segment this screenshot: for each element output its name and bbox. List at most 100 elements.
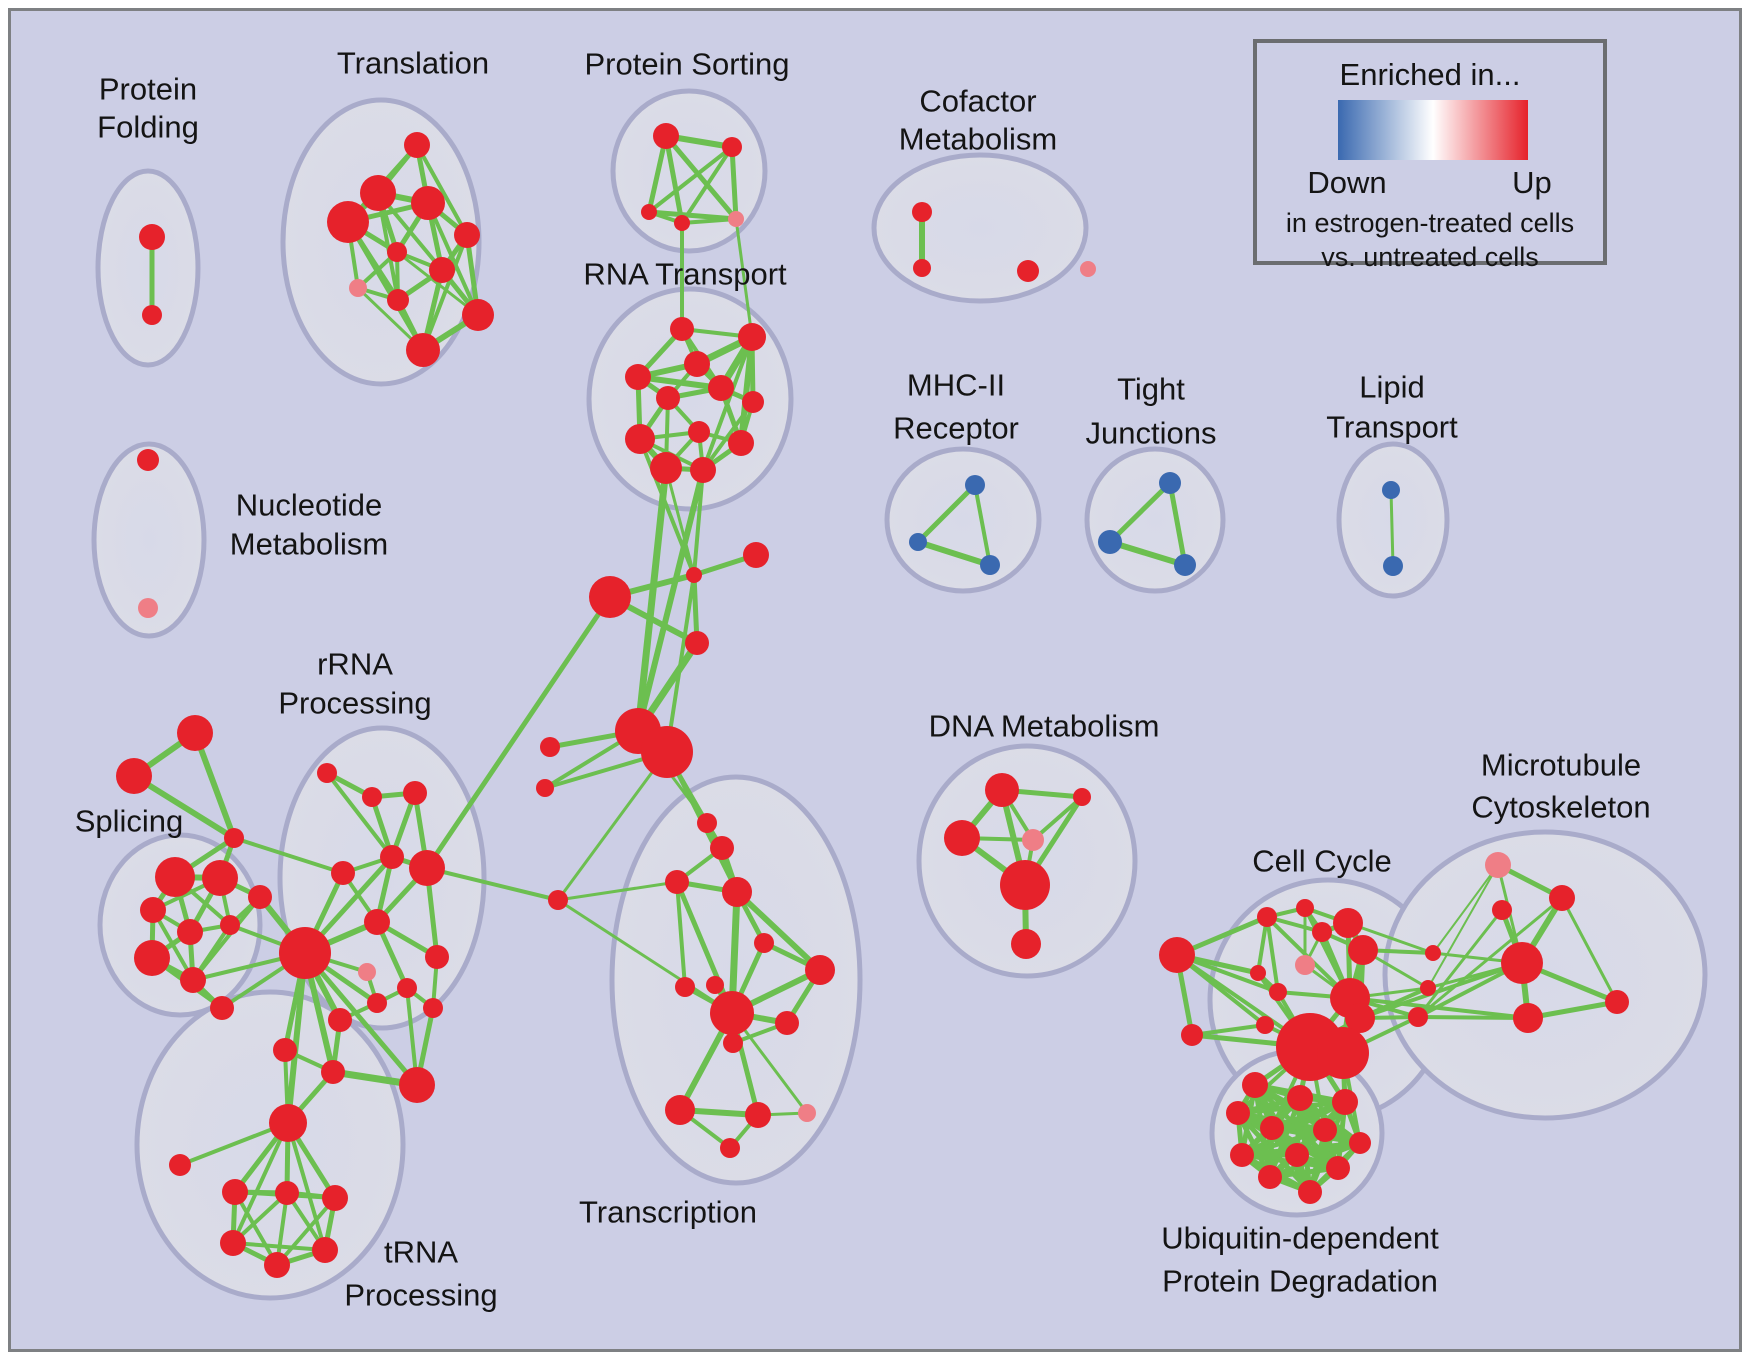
gene-set-node bbox=[625, 424, 655, 454]
gene-set-node bbox=[650, 452, 682, 484]
gene-set-node bbox=[220, 1230, 246, 1256]
gene-set-node bbox=[728, 211, 744, 227]
gene-set-node bbox=[1313, 1118, 1337, 1142]
gene-set-node bbox=[913, 259, 931, 277]
gene-set-node bbox=[1022, 829, 1044, 851]
cluster-label-nucleotide-metabolism: Nucleotide bbox=[236, 488, 382, 523]
gene-set-node bbox=[697, 813, 717, 833]
edge bbox=[1190, 1023, 1267, 1037]
edge bbox=[635, 467, 706, 734]
edge bbox=[692, 468, 705, 577]
gene-set-node bbox=[1549, 885, 1575, 911]
cluster-label-trna-processing: Processing bbox=[344, 1278, 497, 1313]
edge bbox=[1432, 864, 1499, 954]
gene-set-node bbox=[1285, 1143, 1309, 1167]
gene-set-node bbox=[684, 351, 710, 377]
gene-set-node bbox=[397, 978, 417, 998]
edge bbox=[275, 1196, 337, 1267]
gene-set-node bbox=[202, 860, 238, 896]
gene-set-node bbox=[177, 715, 213, 751]
gene-set-node bbox=[264, 1252, 290, 1278]
gene-set-node bbox=[425, 945, 449, 969]
gene-set-node bbox=[985, 773, 1019, 807]
cluster-label-transcription: Transcription bbox=[579, 1195, 757, 1230]
legend-up-label: Up bbox=[1512, 165, 1552, 200]
edge bbox=[915, 539, 993, 568]
cluster-label-dna-metabolism: DNA Metabolism bbox=[929, 709, 1160, 744]
cluster-ellipse-cofactor-metabolism bbox=[871, 152, 1089, 304]
gene-set-node bbox=[738, 323, 766, 351]
gene-set-node bbox=[210, 996, 234, 1020]
gene-set-node bbox=[690, 457, 716, 483]
gene-set-node bbox=[536, 779, 554, 797]
gene-set-node bbox=[429, 257, 455, 283]
gene-set-node bbox=[327, 201, 369, 243]
edge bbox=[664, 466, 696, 577]
legend-box: Enriched in... Down Up in estrogen-treat… bbox=[1253, 39, 1607, 272]
gene-set-node bbox=[1287, 1085, 1313, 1111]
edge bbox=[680, 145, 734, 225]
gene-set-node bbox=[409, 850, 445, 886]
edge bbox=[738, 334, 755, 446]
edge bbox=[421, 233, 469, 352]
gene-set-node bbox=[742, 391, 764, 413]
cluster-ellipse-tight-junctions bbox=[1084, 446, 1226, 594]
edge bbox=[178, 1121, 290, 1167]
edge bbox=[674, 879, 735, 1016]
gene-set-node bbox=[279, 927, 331, 979]
cluster-label-rrna-processing: rRNA bbox=[317, 647, 393, 682]
gene-set-node bbox=[670, 317, 694, 341]
edge bbox=[415, 143, 469, 237]
cluster-label-trna-processing: tRNA bbox=[384, 1235, 458, 1270]
gene-set-node bbox=[1345, 1003, 1375, 1033]
gene-set-node bbox=[708, 375, 734, 401]
cluster-label-translation: Translation bbox=[337, 46, 489, 81]
gene-set-node bbox=[722, 877, 752, 907]
gene-set-node bbox=[1312, 922, 1332, 942]
gene-set-node bbox=[140, 897, 166, 923]
gene-set-node bbox=[589, 576, 631, 618]
gene-set-node bbox=[328, 1008, 352, 1032]
gene-set-node bbox=[1073, 788, 1091, 806]
gene-set-node bbox=[312, 1237, 338, 1263]
gene-set-node bbox=[138, 598, 158, 618]
edge bbox=[302, 950, 420, 1088]
edge bbox=[1427, 864, 1499, 989]
gene-set-node bbox=[1260, 1116, 1284, 1140]
edge bbox=[1416, 908, 1504, 1019]
cluster-label-ubiquitin-dependent-protein-degradation: Ubiquitin-dependent bbox=[1161, 1221, 1439, 1256]
gene-set-node bbox=[358, 963, 376, 981]
gene-set-node bbox=[1382, 481, 1400, 499]
gene-set-node bbox=[1605, 990, 1629, 1014]
gene-set-node bbox=[1230, 1143, 1254, 1167]
gene-set-node bbox=[641, 726, 693, 778]
cluster-ellipse-mhc-ii-receptor bbox=[884, 446, 1042, 594]
gene-set-node bbox=[706, 976, 724, 994]
gene-set-node bbox=[754, 933, 774, 953]
edge bbox=[1348, 996, 1530, 1020]
gene-set-node bbox=[798, 1104, 816, 1122]
legend-gradient-bar bbox=[1338, 100, 1528, 160]
gene-set-node bbox=[710, 836, 734, 860]
cluster-ellipse-nucleotide-metabolism bbox=[91, 441, 207, 639]
cluster-label-rna-transport: RNA Transport bbox=[583, 257, 787, 292]
gene-set-node bbox=[1485, 852, 1511, 878]
cluster-label-tight-junctions: Tight bbox=[1117, 372, 1185, 407]
gene-set-node bbox=[728, 430, 754, 456]
gene-set-node bbox=[675, 977, 695, 997]
edge bbox=[647, 145, 734, 214]
edge bbox=[638, 437, 696, 577]
gene-set-node bbox=[743, 542, 769, 568]
edge bbox=[556, 880, 679, 902]
cluster-label-protein-folding: Protein bbox=[99, 72, 197, 107]
gene-set-node bbox=[275, 1181, 299, 1205]
gene-set-node bbox=[1159, 472, 1181, 494]
gene-set-node bbox=[1383, 556, 1403, 576]
cluster-label-mhc-ii-receptor: MHC-II bbox=[907, 368, 1005, 403]
gene-set-node bbox=[665, 1095, 695, 1125]
gene-set-node bbox=[137, 449, 159, 471]
gene-set-node bbox=[1250, 965, 1266, 981]
gene-set-node bbox=[322, 1185, 348, 1211]
gene-set-node bbox=[1181, 1024, 1203, 1046]
